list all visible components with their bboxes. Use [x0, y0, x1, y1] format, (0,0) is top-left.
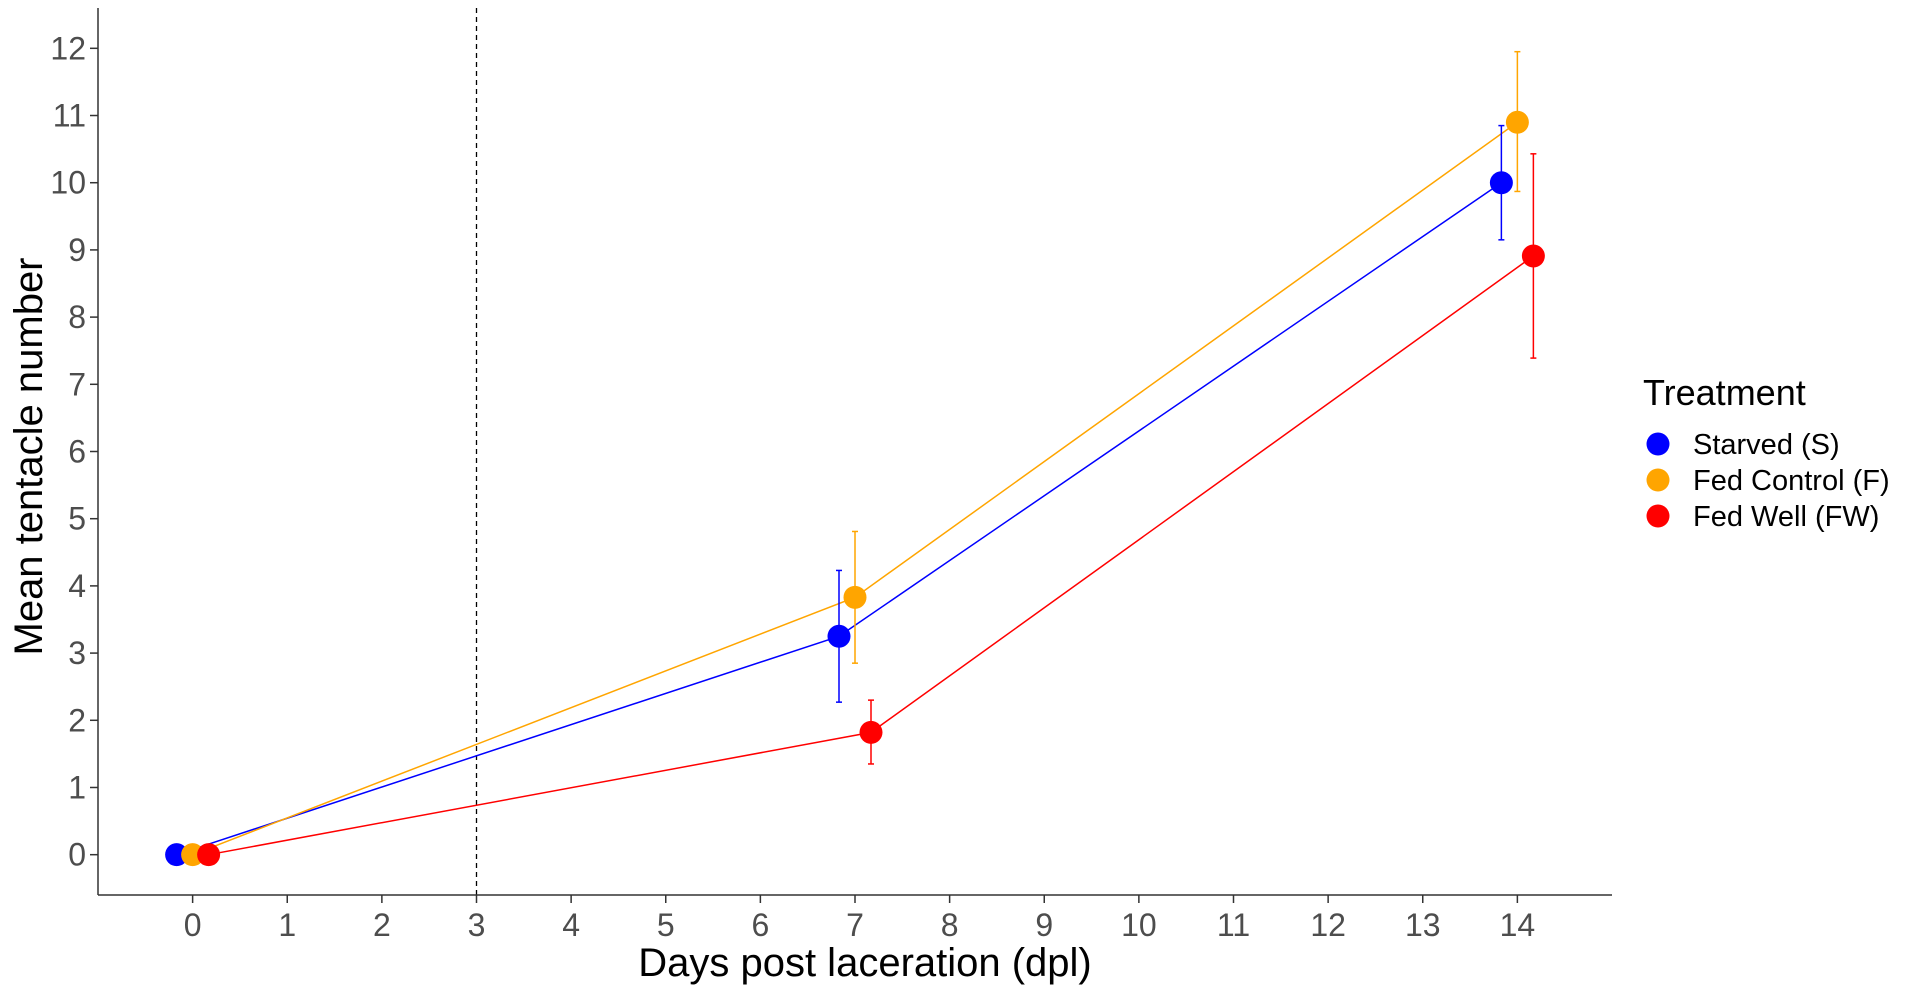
data-point — [843, 585, 867, 609]
x-axis-title: Days post laceration (dpl) — [638, 941, 1092, 985]
plot-area — [165, 8, 1545, 895]
y-tick-label: 2 — [68, 702, 86, 738]
legend-key — [1646, 468, 1670, 492]
data-point — [1505, 110, 1529, 134]
legend-label: Fed Control (F) — [1693, 465, 1890, 497]
legend-label: Fed Well (FW) — [1693, 501, 1879, 533]
series-line — [176, 182, 1502, 856]
x-tick-label: 7 — [846, 907, 864, 943]
x-tick-label: 14 — [1500, 907, 1536, 943]
series-line — [208, 255, 1534, 856]
x-tick-label: 5 — [657, 907, 675, 943]
y-tick-label: 7 — [68, 366, 86, 402]
y-tick-label: 8 — [68, 299, 86, 335]
x-tick-label: 1 — [278, 907, 296, 943]
x-tick-label: 2 — [373, 907, 391, 943]
data-point — [1521, 244, 1545, 268]
x-tick-label: 9 — [1035, 907, 1053, 943]
y-tick-label: 10 — [50, 165, 86, 201]
x-tick-label: 4 — [562, 907, 580, 943]
y-tick-label: 1 — [68, 769, 86, 805]
legend-title: Treatment — [1643, 372, 1806, 413]
data-point — [165, 843, 189, 867]
data-point — [827, 624, 851, 648]
x-tick-label: 6 — [751, 907, 769, 943]
x-tick-label: 10 — [1121, 907, 1157, 943]
series-line — [192, 121, 1518, 856]
y-tick-label: 6 — [68, 434, 86, 470]
data-point — [197, 843, 221, 867]
x-tick-label: 12 — [1310, 907, 1346, 943]
legend-label: Starved (S) — [1693, 429, 1840, 461]
y-tick-label: 5 — [68, 501, 86, 537]
x-tick-label: 13 — [1405, 907, 1441, 943]
data-point — [181, 843, 205, 867]
x-tick-label: 8 — [941, 907, 959, 943]
legend-key — [1646, 432, 1670, 456]
y-tick-label: 12 — [50, 30, 86, 66]
y-tick-label: 4 — [68, 568, 86, 604]
axes: Days post laceration (dpl) Mean tentacle… — [7, 8, 1612, 985]
x-tick-label: 11 — [1217, 907, 1250, 943]
y-axis-title: Mean tentacle number — [7, 257, 51, 655]
data-point — [1489, 171, 1513, 195]
legend: Treatment Starved (S) Fed Control (F) Fed … — [1643, 372, 1890, 533]
data-point — [859, 720, 883, 744]
legend-key — [1646, 504, 1670, 528]
x-tick-label: 0 — [184, 907, 202, 943]
y-tick-label: 0 — [68, 837, 86, 873]
y-tick-label: 9 — [68, 232, 86, 268]
y-tick-label: 11 — [53, 98, 86, 134]
y-tick-label: 3 — [68, 635, 86, 671]
x-tick-label: 3 — [468, 907, 486, 943]
